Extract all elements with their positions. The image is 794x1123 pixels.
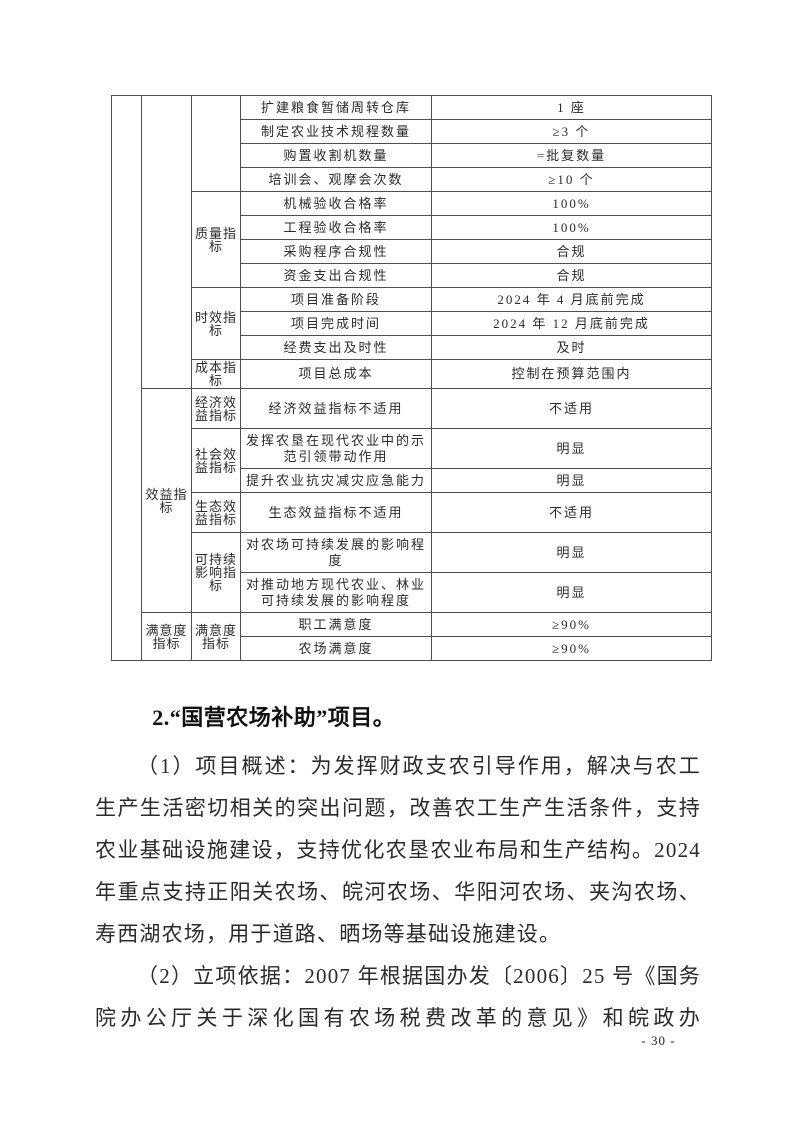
level2-group-cell-sustainability: 可持续影响指标 <box>191 532 241 613</box>
table-row: 社会效益指标 发挥农垦在现代农业中的示范引领带动作用 明显 <box>112 428 712 493</box>
value-cell: 明显 <box>431 428 712 469</box>
indicator-cell: 职工满意度 <box>240 612 432 637</box>
table-row: 项目完成时间 2024 年 12 月底前完成 <box>112 311 712 336</box>
value-cell: ≥10 个 <box>431 167 712 192</box>
indicator-cell: 农场满意度 <box>240 636 432 661</box>
level1-group-cell-benefit: 效益指标 <box>141 388 192 613</box>
table-row: 采购程序合规性 合规 <box>112 239 712 264</box>
table-row: 可持续影响指标 对农场可持续发展的影响程度 明显 <box>112 532 712 613</box>
indicator-cell: 发挥农垦在现代农业中的示范引领带动作用 <box>240 428 432 469</box>
table-row: 扩建粮食暂储周转仓库 1 座 <box>111 95 712 661</box>
value-cell: 1 座 <box>431 95 712 120</box>
paragraph-project-overview: （1）项目概述：为发挥财政支农引导作用，解决与农工生产生活密切相关的突出问题，改… <box>95 754 701 946</box>
value-cell: ≥3 个 <box>431 119 712 144</box>
table-row: 经费支出及时性 及时 <box>112 335 712 360</box>
indicator-cell: 生态效益指标不适用 <box>240 492 432 533</box>
value-cell: 2024 年 4 月底前完成 <box>431 287 712 312</box>
outer-group-cell <box>111 95 142 661</box>
value-cell: 合规 <box>431 263 712 288</box>
indicator-cell: 采购程序合规性 <box>240 239 432 264</box>
indicator-cell: 项目准备阶段 <box>240 287 432 312</box>
table-row: 质量指标 机械验收合格率 100% <box>112 191 712 288</box>
value-cell: 不适用 <box>431 492 712 533</box>
value-cell: 明显 <box>431 468 712 493</box>
value-cell: 不适用 <box>431 388 712 429</box>
value-cell: 及时 <box>431 335 712 360</box>
value-cell: 合规 <box>431 239 712 264</box>
value-cell: 明显 <box>431 532 712 573</box>
table-row: 培训会、观摩会次数 ≥10 个 <box>112 167 712 192</box>
level2-group-cell-satisfaction: 满意度指标 <box>191 612 241 661</box>
indicator-cell: 机械验收合格率 <box>240 191 432 216</box>
level2-group-cell-timeliness: 时效指标 <box>191 287 241 360</box>
table-row: 购置收割机数量 =批复数量 <box>112 143 712 168</box>
value-cell: 控制在预算范围内 <box>431 359 712 389</box>
page-number: - 30 - <box>641 1033 676 1048</box>
level2-group-cell-ecological: 生态效益指标 <box>191 492 241 533</box>
indicator-cell: 制定农业技术规程数量 <box>240 119 432 144</box>
body-text: 2.“国营农场补助”项目。 （1）项目概述：为发挥财政支农引导作用，解决与农工生… <box>95 697 701 1039</box>
indicator-cell: 对推动地方现代农业、林业可持续发展的影响程度 <box>240 572 432 613</box>
indicator-cell: 培训会、观摩会次数 <box>240 167 432 192</box>
level2-group-cell <box>191 95 241 192</box>
table-row: 生态效益指标 生态效益指标不适用 不适用 <box>112 492 712 533</box>
value-cell: 2024 年 12 月底前完成 <box>431 311 712 336</box>
table-row: 效益指标 经济效益指标 经济效益指标不适用 不适用 <box>112 388 712 613</box>
table-row: 工程验收合格率 100% <box>112 215 712 240</box>
table-row: 满意度指标 满意度指标 职工满意度 ≥90% <box>112 612 712 661</box>
level2-group-cell-quality: 质量指标 <box>191 191 241 288</box>
indicator-cell: 经费支出及时性 <box>240 335 432 360</box>
value-cell: =批复数量 <box>431 143 712 168</box>
value-cell: ≥90% <box>431 612 712 637</box>
level2-group-cell-cost: 成本指标 <box>191 359 241 389</box>
table-row: 成本指标 项目总成本 控制在预算范围内 <box>112 359 712 389</box>
level1-group-cell-satisfaction: 满意度指标 <box>141 612 192 661</box>
indicator-cell: 对农场可持续发展的影响程度 <box>240 532 432 573</box>
level2-group-cell-economic: 经济效益指标 <box>191 388 241 429</box>
value-cell: 100% <box>431 215 712 240</box>
table-row: 制定农业技术规程数量 ≥3 个 <box>112 119 712 144</box>
indicator-cell: 项目总成本 <box>240 359 432 389</box>
section-heading: 2.“国营农场补助”项目。 <box>152 705 396 730</box>
level2-group-cell-social: 社会效益指标 <box>191 428 241 493</box>
performance-indicator-table: 扩建粮食暂储周转仓库 1 座 制定农业技术规程数量 ≥3 个 购置收割机数量 =… <box>111 95 712 661</box>
indicator-cell: 扩建粮食暂储周转仓库 <box>240 95 432 120</box>
indicator-cell: 工程验收合格率 <box>240 215 432 240</box>
value-cell: 明显 <box>431 572 712 613</box>
table-row: 时效指标 项目准备阶段 2024 年 4 月底前完成 <box>112 287 712 360</box>
table-row: 农场满意度 ≥90% <box>112 636 712 661</box>
table-row: 资金支出合规性 合规 <box>112 263 712 288</box>
table-row: 对推动地方现代农业、林业可持续发展的影响程度 明显 <box>112 572 712 613</box>
indicator-cell: 资金支出合规性 <box>240 263 432 288</box>
indicator-cell: 提升农业抗灾减灾应急能力 <box>240 468 432 493</box>
value-cell: ≥90% <box>431 636 712 661</box>
level1-group-cell <box>141 95 192 389</box>
indicator-cell: 购置收割机数量 <box>240 143 432 168</box>
value-cell: 100% <box>431 191 712 216</box>
indicator-cell: 项目完成时间 <box>240 311 432 336</box>
paragraph-project-basis: （2）立项依据：2007 年根据国办发〔2006〕25 号《国务院办公厅关于深化… <box>95 964 701 1030</box>
indicator-cell: 经济效益指标不适用 <box>240 388 432 429</box>
